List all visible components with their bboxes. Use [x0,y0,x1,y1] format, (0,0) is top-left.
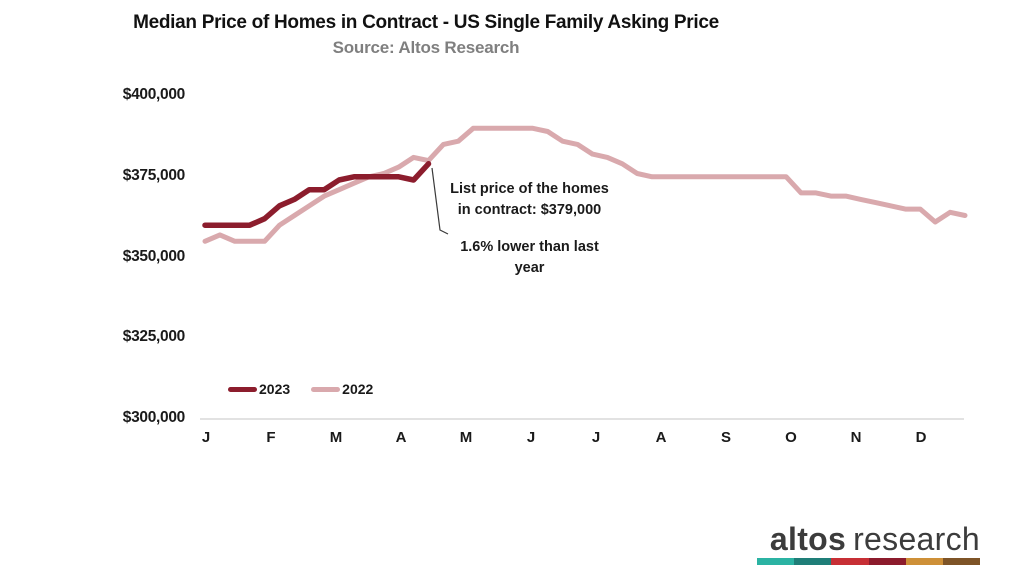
altos-research-logo: altos research [757,523,981,565]
logo-text: altos research [757,523,980,555]
legend-label-2023: 2023 [259,381,291,397]
chart-title: Median Price of Homes in Contract - US S… [133,12,719,33]
logo-bar-segment-5 [905,558,943,565]
legend-item-2022: 2022 [311,381,373,397]
logo-bar-segment-3 [831,558,869,565]
legend: 2023 2022 [228,381,373,397]
logo-bar-segment-6 [942,558,981,565]
series-line-2023 [202,161,432,228]
annotation-yoy: 1.6% lower than last year [460,239,599,276]
series-lines [202,125,968,244]
legend-swatch-2023 [228,386,257,392]
legend-swatch-2022 [311,386,341,392]
logo-bar-segment-4 [868,558,906,565]
logo-bar-segment-1 [757,558,795,565]
logo-bar-segment-2 [794,558,832,565]
logo-color-bar [757,558,981,565]
logo-altos: altos [769,521,847,557]
series-line-2022 [202,125,968,244]
legend-label-2022: 2022 [342,381,374,397]
annotation-leader-line [431,167,449,235]
legend-item-2023: 2023 [228,381,290,397]
logo-research: research [853,521,980,557]
annotation-list-price: List price of the homes in contract: $37… [450,181,609,218]
chart-subtitle: Source: Altos Research [332,38,520,57]
